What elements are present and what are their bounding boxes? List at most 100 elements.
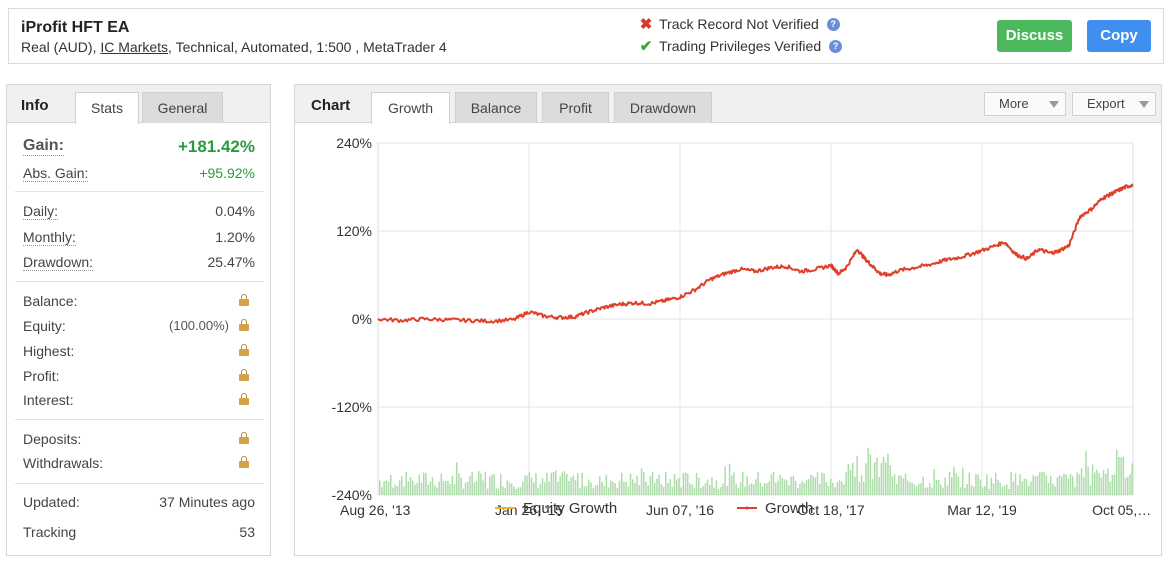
volume-bar (442, 481, 445, 495)
volume-bar (552, 471, 555, 495)
volume-bar (460, 477, 462, 495)
x-tick-label: Aug 26, '13 (340, 502, 411, 518)
volume-bar (1006, 484, 1008, 495)
tab-general[interactable]: General (142, 92, 223, 123)
volume-bar (968, 472, 971, 495)
volume-bar (1019, 474, 1021, 495)
volume-bar (662, 486, 665, 495)
volume-bar (999, 482, 1001, 495)
volume-bar (480, 473, 482, 495)
volume-bar (781, 477, 784, 495)
volume-bar (546, 472, 548, 495)
x-tick-label: Oct 18, '17 (797, 502, 864, 518)
volume-bar (579, 488, 581, 495)
volume-bar (1067, 478, 1070, 495)
x-tick-label: Oct 05,… (1092, 502, 1151, 518)
chart-heading: Chart (311, 97, 351, 114)
broker-link[interactable]: IC Markets (100, 39, 169, 55)
help-icon[interactable]: ? (826, 17, 840, 31)
tab-drawdown[interactable]: Drawdown (614, 92, 712, 123)
volume-bar (583, 486, 586, 495)
discuss-button[interactable]: Discuss (997, 20, 1072, 52)
volume-bar (500, 474, 502, 495)
volume-bar (836, 482, 839, 495)
volume-bar (845, 471, 847, 495)
volume-bar (436, 487, 438, 495)
volume-bar (486, 488, 489, 495)
volume-bar (412, 480, 414, 495)
help-icon[interactable]: ? (829, 39, 843, 53)
copy-button[interactable]: Copy (1087, 20, 1151, 52)
volume-bar (548, 481, 550, 495)
equity-row: Equity: (100.00%) (23, 318, 255, 336)
legend-label: Equity Growth (523, 500, 617, 517)
volume-bar (874, 462, 876, 495)
volume-bar (431, 477, 434, 495)
volume-bar (1047, 482, 1050, 495)
volume-bar (658, 474, 660, 495)
volume-bar (783, 479, 786, 495)
tab-stats[interactable]: Stats (75, 92, 139, 124)
volume-bar (794, 480, 797, 495)
volume-bar (522, 481, 524, 495)
volume-bar (973, 486, 975, 495)
equity-percent: (100.00%) (169, 318, 229, 333)
volume-bar (717, 488, 720, 495)
volume-bar (750, 483, 753, 495)
volume-bar (959, 487, 962, 495)
volume-bar (660, 484, 663, 495)
y-tick-label: 240% (336, 135, 372, 151)
chart-tabbar: Chart Growth Balance Profit Drawdown Mor… (295, 85, 1161, 124)
volume-bar (508, 482, 511, 495)
volume-bar (502, 486, 504, 495)
volume-bar (863, 481, 865, 495)
export-dropdown[interactable]: Export (1072, 92, 1156, 116)
volume-bar (1052, 483, 1054, 495)
volume-bar (691, 484, 693, 495)
highest-label: Highest: (23, 343, 75, 359)
tab-profit[interactable]: Profit (542, 92, 609, 123)
profit-row: Profit: (23, 368, 255, 386)
volume-bar (841, 481, 843, 495)
volume-bar (1017, 485, 1019, 495)
lock-icon (239, 368, 249, 384)
abs-gain-value: +95.92% (199, 165, 255, 181)
volume-bar (581, 472, 583, 495)
volume-bar (913, 484, 916, 495)
volume-bar (742, 471, 744, 495)
divider (15, 281, 264, 282)
volume-bar (1087, 466, 1089, 495)
volume-bar (1102, 469, 1105, 495)
volume-bar (497, 488, 500, 495)
volume-bar (942, 487, 944, 495)
volume-bar (387, 481, 390, 495)
volume-bar (385, 480, 388, 495)
volume-bar (594, 485, 597, 495)
volume-bar (753, 484, 755, 495)
tab-growth[interactable]: Growth (371, 92, 450, 124)
volume-bar (768, 481, 770, 495)
track-record-status: ✖ Track Record Not Verified ? (639, 15, 840, 33)
y-tick-label: 0% (352, 311, 372, 327)
chart-grid (377, 142, 1134, 496)
volume-bar (935, 479, 938, 495)
volume-bar (849, 469, 852, 495)
interest-label: Interest: (23, 392, 74, 408)
volume-bar (838, 479, 841, 495)
updated-value: 37 Minutes ago (159, 494, 255, 510)
volume-bar (1001, 486, 1004, 495)
tab-balance[interactable]: Balance (455, 92, 537, 123)
volume-bar (669, 478, 671, 495)
daily-label: Daily: (23, 203, 59, 220)
lock-icon (239, 343, 249, 359)
volume-bar (720, 487, 722, 495)
volume-bar (449, 484, 451, 495)
volume-bar (1131, 463, 1133, 495)
volume-bar (438, 481, 440, 495)
volume-bar (390, 474, 392, 495)
monthly-value: 1.20% (215, 229, 255, 245)
volume-bar (1122, 456, 1125, 495)
more-dropdown[interactable]: More (984, 92, 1066, 116)
volume-bar (1118, 456, 1120, 495)
volume-bar (484, 471, 487, 495)
